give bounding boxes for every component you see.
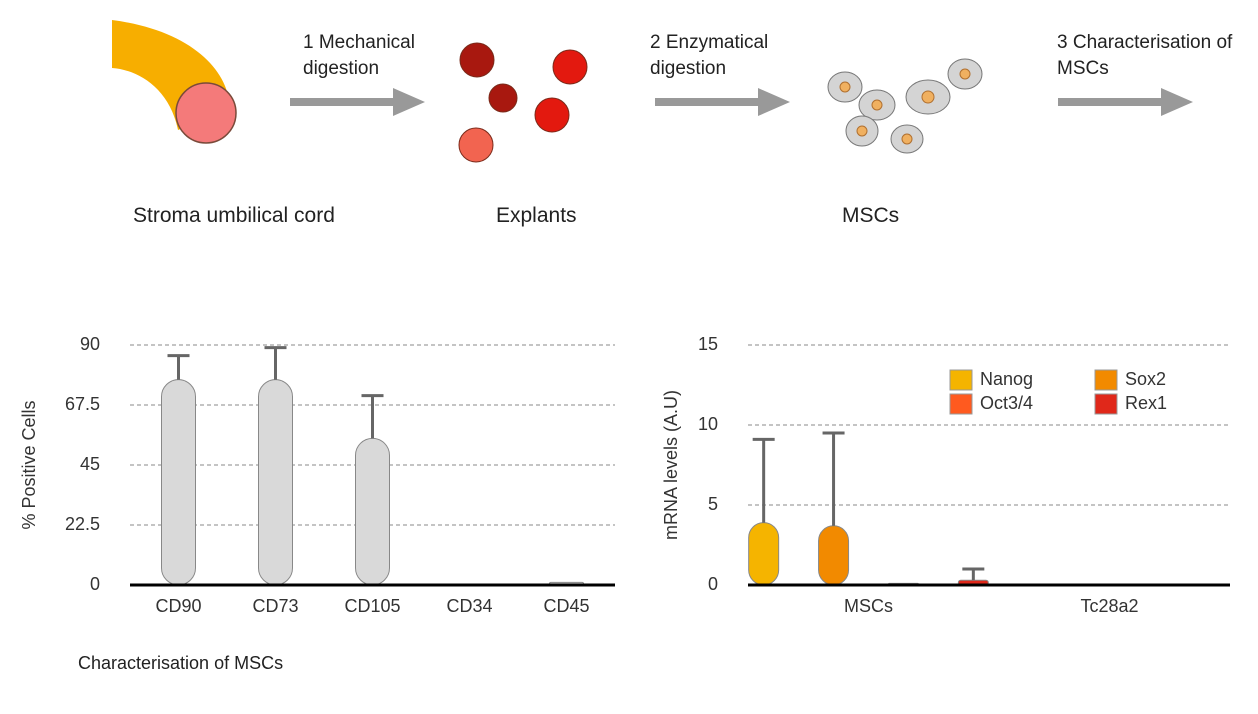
y-axis-label: mRNA levels (A.U): [661, 390, 681, 540]
y-tick-label: 0: [90, 574, 100, 594]
legend-swatch: [949, 369, 973, 391]
legend-label: Oct3/4: [980, 393, 1033, 413]
explants: [458, 42, 588, 163]
nuclei: [839, 68, 971, 145]
x-tick-label: CD105: [344, 596, 400, 616]
y-tick-label: 0: [708, 574, 718, 594]
step-label: 2 Enzymatical digestion: [650, 32, 769, 79]
x-tick-label: CD34: [446, 596, 492, 616]
x-tick-label: CD73: [252, 596, 298, 616]
bar: [818, 525, 850, 586]
y-tick-label: 22.5: [65, 514, 100, 534]
y-tick-label: 67.5: [65, 394, 100, 414]
step-label: 1 Mechanical digestion: [303, 32, 415, 79]
y-axis-label: % Positive Cells: [19, 400, 39, 529]
legend-swatch: [1094, 393, 1118, 415]
y-tick-label: 10: [698, 414, 718, 434]
bar: [748, 522, 780, 586]
caption: Characterisation of MSCs: [78, 653, 284, 673]
x-tick-label: CD90: [155, 596, 201, 616]
arrows: [290, 88, 1193, 116]
bar: [355, 437, 390, 586]
bar: [258, 379, 293, 586]
legend-label: Nanog: [980, 369, 1033, 389]
y-tick-label: 5: [708, 494, 718, 514]
y-tick-label: 45: [80, 454, 100, 474]
y-tick-label: 15: [698, 334, 718, 354]
stage-label: Explants: [496, 204, 577, 227]
cord-section: [175, 82, 237, 144]
legend-label: Rex1: [1125, 393, 1167, 413]
legend-swatch: [949, 393, 973, 415]
y-tick-label: 90: [80, 334, 100, 354]
legend-swatch: [1094, 369, 1118, 391]
bar: [161, 379, 196, 586]
x-tick-label: MSCs: [844, 596, 893, 616]
legend-label: Sox2: [1125, 369, 1166, 389]
step-label: 3 Characterisation of MSCs: [1057, 32, 1233, 79]
x-tick-label: Tc28a2: [1080, 596, 1138, 616]
x-tick-label: CD45: [543, 596, 589, 616]
stage-label: Stroma umbilical cord: [133, 204, 335, 227]
stage-label: MSCs: [842, 204, 900, 227]
